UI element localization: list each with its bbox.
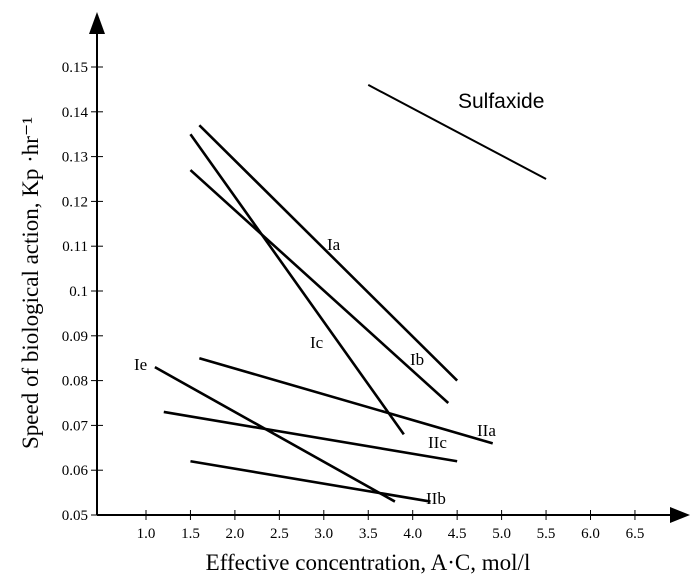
x-tick-label: 3.0 [314,526,333,542]
series-line-iib [190,459,431,503]
series-label-iib: IIb [426,489,446,508]
x-tick-label: 4.0 [403,526,422,542]
y-axis-title: Speed of biological action, Kp ·hr⁻¹ [18,117,43,449]
series-line-ie [154,366,396,503]
series-label-ib: Ib [410,350,424,369]
y-axis-arrow [89,12,105,34]
x-tick-label: 2.0 [226,526,245,542]
y-tick-label: 0.14 [62,105,89,121]
series-line-ia [198,124,459,382]
y-axis-ticks: 0.05 0.06 0.07 0.08 0.09 0.1 0.11 0.12 0.13 0.14 0… [62,60,103,524]
x-tick-label: 5.0 [492,526,511,542]
y-tick-label: 0.13 [62,150,88,166]
series-label-iia: IIa [477,421,496,440]
x-axis-title: Effective concentration, A·C, mol/l [206,550,531,575]
series-label-ie: Ie [134,355,147,374]
y-tick-label: 0.06 [62,463,89,479]
y-tick-label: 0.05 [62,508,88,524]
series-label-sulfaxide: Sulfaxide [458,90,544,113]
axes [89,12,690,523]
x-axis-ticks: 1.0 1.5 2.0 2.5 3.0 3.5 4.0 4.5 5.0 5.5 6.0 6.5 [137,510,645,542]
y-tick-label: 0.12 [62,194,88,210]
x-tick-label: 4.5 [448,526,467,542]
x-tick-label: 3.5 [359,526,378,542]
x-axis-arrow [670,507,690,523]
series-line-sulfaxide [367,84,547,180]
series-line-ib [189,169,450,404]
series-line-iia [198,356,494,445]
series-label-ia: Ia [327,235,341,254]
x-tick-label: 1.5 [181,526,200,542]
y-tick-label: 0.09 [62,329,88,345]
x-tick-label: 2.5 [270,526,289,542]
series-labels: Sulfaxide Ia Ib Ic Ie IIa IIc IIb [134,90,544,508]
series-line-ic [189,133,405,436]
y-tick-label: 0.07 [62,418,89,434]
y-tick-label: 0.15 [62,60,88,76]
series-label-ic: Ic [310,333,324,352]
y-tick-label: 0.1 [69,284,88,300]
series-label-iic: IIc [428,433,447,452]
x-tick-label: 6.5 [626,526,645,542]
y-tick-label: 0.11 [62,239,88,255]
x-tick-label: 1.0 [137,526,156,542]
y-tick-label: 0.08 [62,374,88,390]
series-line-iic [163,410,458,463]
x-tick-label: 5.5 [537,526,556,542]
x-tick-label: 6.0 [581,526,600,542]
series-group [154,84,547,503]
